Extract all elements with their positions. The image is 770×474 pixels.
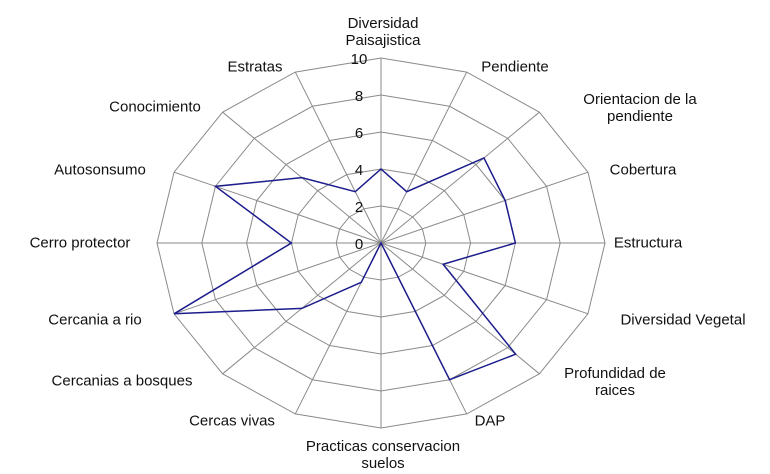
category-label: Autosonsumo	[54, 161, 146, 179]
category-label: Pendiente	[481, 58, 549, 76]
category-label: Practicas conservacion suelos	[305, 438, 461, 472]
spoke	[294, 71, 382, 244]
spoke	[380, 111, 540, 244]
category-label: Conocimiento	[109, 98, 201, 116]
r-tick-label: 8	[355, 88, 363, 105]
category-label: Cobertura	[609, 161, 677, 179]
spoke	[380, 71, 468, 244]
spoke	[173, 171, 382, 244]
r-tick-label: 4	[355, 162, 363, 179]
category-label: Orientacion de la pendiente	[583, 91, 697, 125]
series-line	[173, 156, 517, 381]
r-tick-label: 6	[355, 125, 363, 142]
category-label: Cerro protector	[29, 234, 131, 252]
r-tick-label: 2	[355, 199, 363, 216]
category-label: Profundidad de raices	[564, 365, 666, 399]
category-label: Diversidad Paisajistica	[345, 15, 421, 49]
category-label: Cercanias a bosques	[51, 372, 193, 390]
r-tick-label: 10	[351, 51, 368, 68]
category-label: Estructura	[613, 234, 683, 252]
category-label: Diversidad Vegetal	[620, 311, 746, 329]
category-label: Cercas vivas	[189, 412, 275, 430]
r-tick-label: 0	[355, 236, 363, 253]
spoke	[173, 242, 382, 315]
spoke	[380, 171, 589, 244]
category-label: Estratas	[227, 58, 283, 76]
spoke	[380, 242, 589, 315]
category-label: Cercania a rio	[48, 311, 142, 329]
category-label: DAP	[474, 412, 506, 430]
